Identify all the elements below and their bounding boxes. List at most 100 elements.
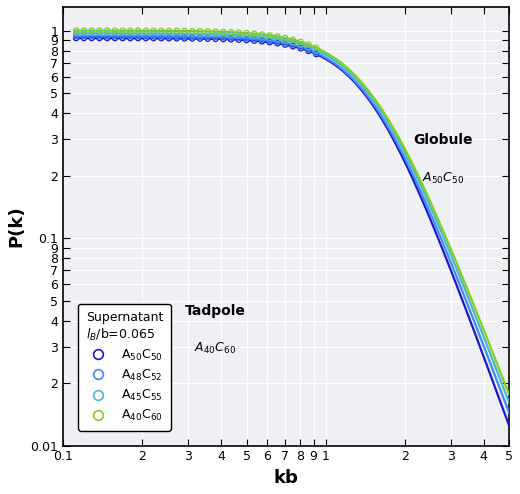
Point: [188, 30, 197, 38]
Point: [258, 36, 266, 43]
Point: [281, 39, 289, 47]
Point: [258, 33, 266, 41]
Point: [235, 31, 243, 39]
Point: [80, 34, 88, 42]
Point: [188, 33, 197, 41]
Point: [188, 35, 197, 42]
Point: [296, 38, 305, 46]
Point: [72, 32, 80, 40]
Point: [219, 31, 227, 39]
Point: [188, 27, 197, 35]
Point: [227, 31, 235, 39]
Point: [304, 41, 313, 48]
Point: [134, 34, 142, 42]
Point: [103, 34, 111, 42]
Point: [119, 30, 127, 38]
Point: [196, 30, 204, 38]
Point: [87, 32, 96, 40]
Point: [211, 35, 219, 43]
Point: [258, 31, 266, 39]
Point: [258, 38, 266, 45]
Point: [312, 43, 320, 51]
Point: [274, 38, 282, 46]
Text: $A_{50}C_{50}$: $A_{50}C_{50}$: [422, 171, 464, 186]
Point: [219, 35, 227, 43]
Point: [312, 50, 320, 58]
Point: [87, 34, 96, 42]
Point: [141, 27, 150, 35]
Point: [196, 27, 204, 35]
Point: [149, 34, 158, 42]
Point: [250, 32, 258, 40]
Point: [173, 30, 181, 38]
Point: [304, 47, 313, 55]
Point: [103, 30, 111, 38]
Point: [103, 32, 111, 40]
Point: [266, 38, 274, 46]
Point: [80, 32, 88, 40]
Point: [165, 30, 173, 38]
Point: [289, 38, 297, 46]
Point: [165, 33, 173, 41]
Point: [289, 41, 297, 49]
Point: [141, 34, 150, 42]
Point: [141, 32, 150, 40]
Point: [227, 36, 235, 43]
Point: [289, 42, 297, 50]
Text: Tadpole: Tadpole: [185, 304, 246, 318]
Point: [289, 36, 297, 43]
Point: [173, 35, 181, 42]
Point: [134, 30, 142, 38]
Point: [180, 27, 189, 35]
Point: [296, 44, 305, 52]
Point: [149, 30, 158, 38]
Point: [126, 32, 135, 40]
Point: [266, 37, 274, 44]
Point: [312, 46, 320, 54]
Point: [211, 33, 219, 41]
X-axis label: kb: kb: [274, 469, 298, 487]
Point: [103, 27, 111, 35]
Point: [111, 27, 119, 35]
Point: [87, 27, 96, 35]
Point: [250, 37, 258, 44]
Point: [242, 35, 251, 42]
Point: [250, 30, 258, 38]
Point: [119, 27, 127, 35]
Point: [72, 34, 80, 42]
Point: [281, 41, 289, 48]
Point: [157, 27, 165, 35]
Point: [211, 30, 219, 38]
Point: [219, 28, 227, 36]
Point: [242, 36, 251, 44]
Y-axis label: P(k): P(k): [7, 206, 25, 247]
Point: [204, 28, 212, 36]
Point: [196, 35, 204, 42]
Point: [196, 33, 204, 41]
Point: [250, 35, 258, 43]
Point: [211, 28, 219, 36]
Point: [242, 29, 251, 37]
Point: [95, 32, 103, 40]
Point: [80, 27, 88, 35]
Point: [304, 43, 313, 51]
Point: [157, 34, 165, 42]
Point: [204, 30, 212, 38]
Point: [180, 35, 189, 42]
Point: [274, 40, 282, 47]
Point: [149, 33, 158, 41]
Point: [281, 37, 289, 44]
Point: [126, 34, 135, 42]
Point: [227, 34, 235, 41]
Point: [72, 30, 80, 38]
Point: [119, 32, 127, 40]
Point: [235, 29, 243, 37]
Point: [235, 36, 243, 43]
Point: [180, 33, 189, 41]
Point: [72, 27, 80, 35]
Point: [219, 34, 227, 41]
Point: [281, 34, 289, 42]
Point: [173, 33, 181, 41]
Point: [296, 41, 305, 48]
Point: [95, 34, 103, 42]
